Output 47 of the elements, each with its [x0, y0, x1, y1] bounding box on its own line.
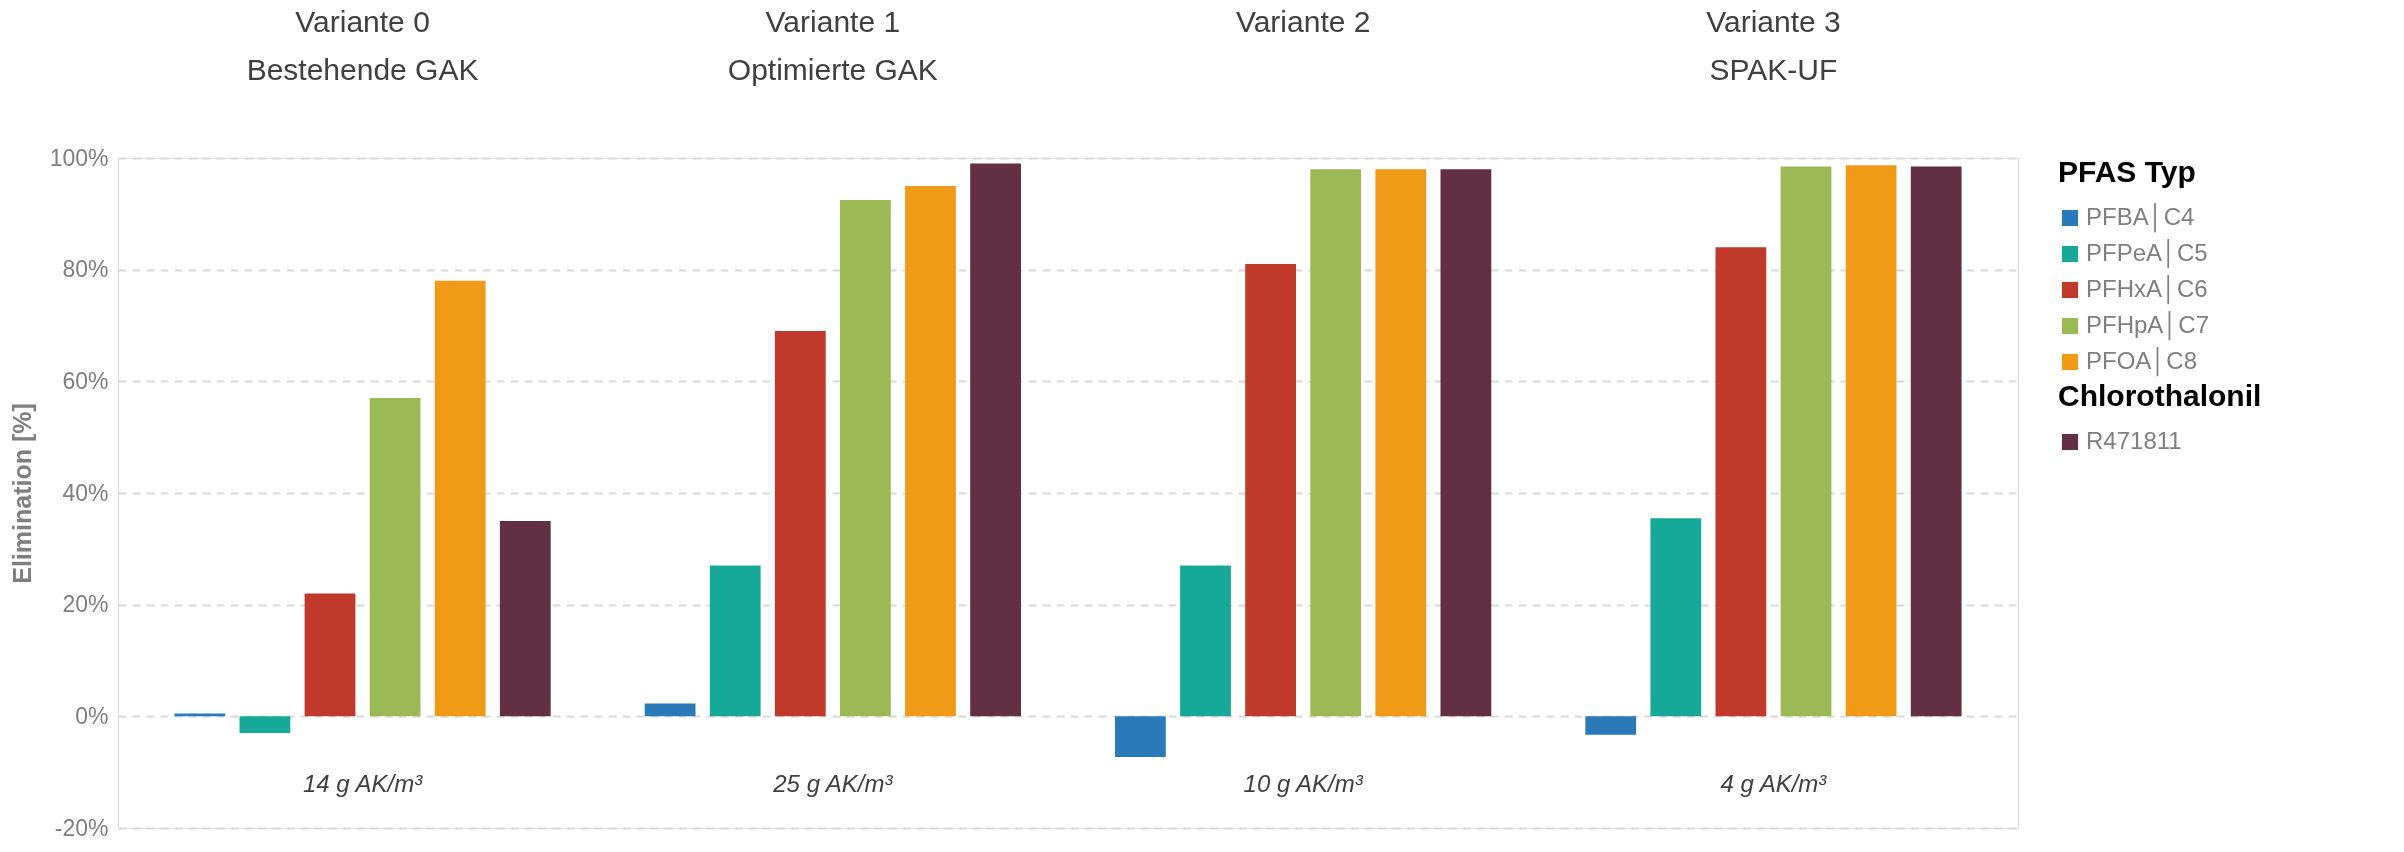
legend-label: R471811 [2086, 427, 2182, 454]
bar [709, 565, 761, 717]
text: Chlorothalonil [2058, 379, 2262, 412]
bar [970, 163, 1021, 717]
text: Variante 3 SPAK-UF [1706, 5, 1841, 86]
legend-label: PFOA│C8 [2086, 347, 2198, 377]
bar [905, 185, 956, 717]
text: Variante 0 Bestehende GAK [246, 5, 479, 86]
y-tick-label: -20% [54, 814, 109, 841]
bar [1310, 169, 1362, 717]
text: Variante 2 [1235, 5, 1371, 38]
legend-label: PFHxA│C6 [2086, 275, 2208, 305]
bar [304, 593, 356, 717]
y-tick-label: 60% [62, 367, 109, 394]
bar [1845, 165, 1897, 717]
legend-label: PFBA│C4 [2086, 203, 2195, 233]
bar [840, 199, 891, 717]
bar [1375, 169, 1427, 717]
x-tick-label: 4 g AK/m³ [1720, 769, 1828, 797]
y-tick-label: 0% [75, 702, 109, 729]
y-tick-label: 40% [62, 479, 109, 506]
bar [644, 703, 696, 717]
bar [1650, 518, 1702, 717]
bar [1180, 565, 1231, 717]
x-tick-label: 25 g AK/m³ [772, 769, 894, 797]
text: Variante 1 Optimierte GAK [727, 5, 938, 86]
bar [1585, 716, 1637, 735]
bar [369, 398, 421, 717]
legend-label: PFHpA│C7 [2086, 311, 2210, 341]
bar [1245, 264, 1296, 717]
y-tick-label: 20% [62, 591, 109, 618]
bar [434, 280, 486, 717]
bar [1780, 166, 1832, 717]
bar [1910, 166, 1962, 717]
y-axis-title: Elimination [%] [7, 403, 36, 584]
bar [774, 331, 826, 717]
y-tick-label: 100% [49, 144, 109, 171]
x-tick-label: 10 g AK/m³ [1243, 769, 1364, 797]
legend-label: PFPeA│C5 [2086, 239, 2208, 269]
x-tick-label: 14 g AK/m³ [302, 769, 424, 797]
bar [1115, 716, 1166, 758]
bar [499, 520, 551, 717]
legend-title: PFAS Typ [2058, 155, 2196, 188]
bar [1440, 169, 1492, 717]
bar [1715, 247, 1767, 717]
bar [239, 716, 291, 734]
y-tick-label: 80% [62, 256, 109, 283]
